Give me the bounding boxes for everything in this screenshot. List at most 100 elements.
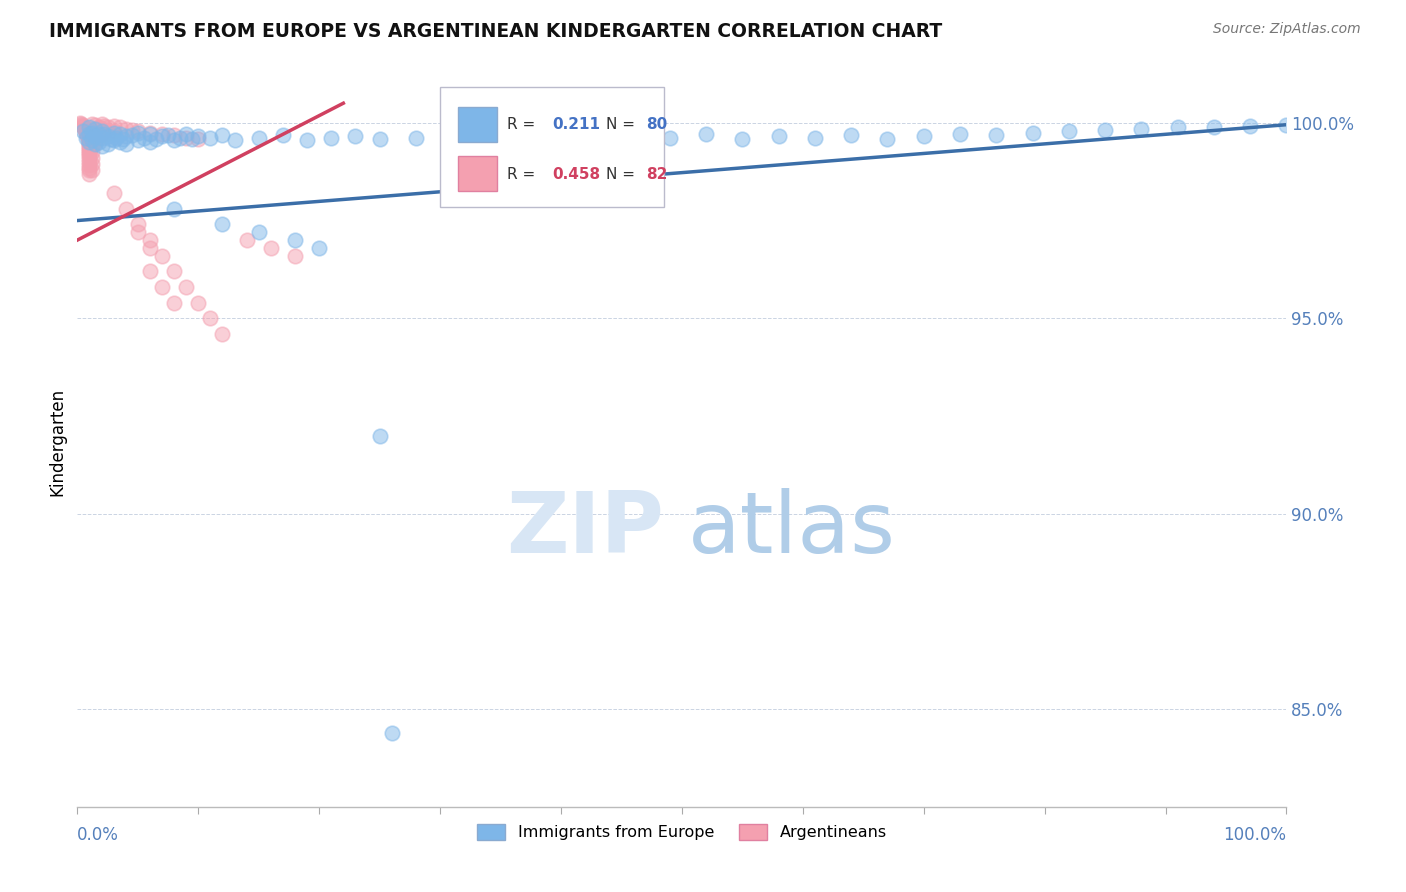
Point (174, 130, 197, 145)
Point (121, 128, 143, 143)
Point (114, 129, 136, 144)
Point (79, 139, 101, 153)
Point (260, 241, 283, 255)
Point (163, 128, 186, 143)
Point (112, 132, 135, 146)
Point (658, 130, 681, 145)
Point (80, 163, 103, 178)
Point (79, 167, 101, 181)
Point (90, 128, 112, 142)
Point (103, 126, 125, 140)
Point (731, 132, 754, 146)
Point (295, 133, 318, 147)
Point (96, 120, 118, 135)
Point (114, 137, 136, 152)
Text: ZIP: ZIP (506, 488, 664, 571)
Point (187, 132, 209, 146)
Point (75, 124, 97, 138)
Point (80, 126, 103, 140)
Text: 0.0%: 0.0% (77, 826, 120, 844)
Text: 82: 82 (645, 167, 666, 182)
Point (1275, 118, 1298, 132)
Point (76, 127, 98, 141)
Point (876, 132, 898, 146)
Point (79, 136, 101, 150)
Point (163, 133, 186, 147)
Point (79, 141, 101, 155)
Point (150, 280, 173, 294)
Point (100, 132, 122, 146)
Point (839, 128, 862, 143)
Point (157, 128, 180, 143)
Point (174, 280, 197, 294)
Point (368, 428, 391, 442)
Point (127, 124, 149, 138)
Point (90, 131, 112, 145)
Text: atlas: atlas (688, 488, 896, 571)
Text: 0.211: 0.211 (553, 118, 600, 132)
Point (79, 137, 101, 152)
Point (79, 161, 101, 175)
Point (70, 116, 93, 130)
Point (163, 295, 186, 310)
Point (87, 128, 110, 142)
Bar (458, 106, 496, 142)
Point (76, 128, 98, 143)
Point (96, 129, 118, 144)
Point (72, 120, 94, 135)
Legend: Immigrants from Europe, Argentineans: Immigrants from Europe, Argentineans (470, 817, 894, 847)
Point (79, 135, 101, 149)
Point (84, 129, 107, 144)
Point (114, 202, 136, 216)
Point (84, 118, 107, 132)
Point (90, 139, 112, 153)
Point (986, 128, 1008, 143)
Point (174, 128, 197, 142)
Point (72, 123, 94, 137)
Point (87, 131, 110, 145)
Point (93, 127, 115, 141)
Point (90, 121, 112, 136)
Point (1057, 124, 1080, 138)
Text: N =: N = (606, 167, 634, 182)
Point (150, 127, 173, 141)
Point (79, 128, 101, 142)
Point (108, 136, 131, 150)
Point (108, 120, 131, 135)
Point (139, 241, 162, 255)
Point (127, 126, 149, 140)
Point (405, 130, 427, 145)
Point (344, 129, 367, 144)
Point (1167, 120, 1189, 135)
Point (79, 136, 101, 150)
Point (103, 119, 125, 133)
Text: 100.0%: 100.0% (1223, 826, 1286, 844)
Point (127, 133, 149, 147)
Y-axis label: Kindergarten: Kindergarten (48, 387, 66, 496)
Point (87, 120, 110, 134)
Point (108, 128, 131, 142)
Point (768, 129, 790, 144)
Point (321, 131, 343, 145)
Point (84, 123, 107, 137)
Point (169, 130, 191, 145)
Point (247, 225, 270, 239)
Point (695, 128, 717, 142)
Point (623, 128, 645, 143)
Point (247, 130, 270, 145)
Point (150, 129, 173, 144)
Point (139, 233, 162, 247)
Point (284, 249, 307, 263)
Point (73, 123, 96, 137)
Point (1202, 120, 1225, 134)
Point (308, 241, 330, 255)
Point (513, 131, 536, 145)
Point (368, 132, 391, 146)
Point (79, 132, 101, 146)
Point (79, 158, 101, 172)
Bar (458, 155, 496, 191)
Point (96, 137, 118, 152)
Point (211, 218, 233, 232)
Point (145, 132, 167, 146)
Point (139, 264, 162, 278)
